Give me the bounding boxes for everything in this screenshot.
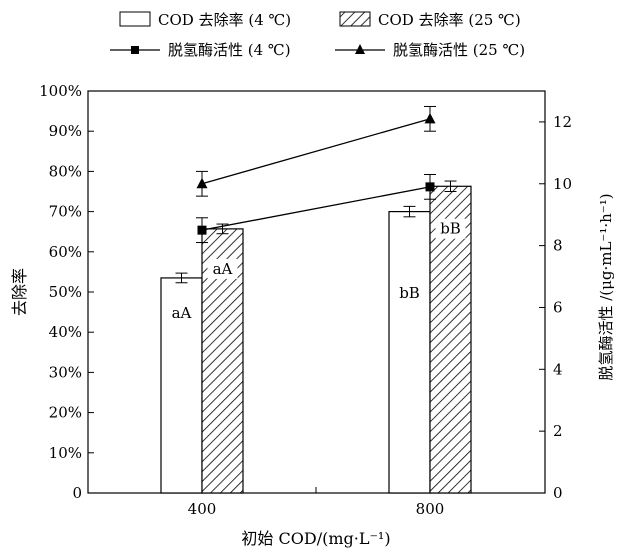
y-tick-label-left: 20% bbox=[49, 404, 82, 422]
lines bbox=[196, 105, 436, 244]
y-tick-label-left: 80% bbox=[49, 162, 82, 180]
bar bbox=[160, 277, 203, 494]
data-point-square bbox=[425, 182, 435, 192]
y-axis-right: 0 2 4 6 8 10 12 bbox=[539, 113, 572, 502]
y-tick-label-left: 50% bbox=[49, 283, 82, 301]
y-tick-label-right: 4 bbox=[553, 360, 563, 378]
legend-swatch-line-4c bbox=[110, 46, 160, 54]
legend-label-line-25c: 脱氢酶活性 (25 ℃) bbox=[393, 41, 525, 59]
y-tick-label-right: 10 bbox=[553, 175, 572, 193]
x-tick-label: 800 bbox=[416, 500, 445, 518]
y-tick-label-left: 70% bbox=[49, 203, 82, 221]
bar-label: bB bbox=[440, 220, 461, 238]
y-tick-label-right: 8 bbox=[553, 237, 563, 255]
legend: COD 去除率 (4 ℃) COD 去除率 (25 ℃) 脱氢酶活性 (4 ℃)… bbox=[110, 11, 525, 59]
bar-label-bg bbox=[435, 218, 466, 239]
y-tick-label-left: 60% bbox=[49, 243, 82, 261]
y-tick-label-left: 100% bbox=[39, 82, 82, 100]
bar-label: aA bbox=[213, 260, 233, 278]
bar bbox=[388, 211, 431, 494]
y-tick-label-left: 90% bbox=[49, 122, 82, 140]
legend-swatch-line-25c bbox=[335, 44, 385, 54]
series-line bbox=[201, 118, 431, 185]
data-point-triangle bbox=[424, 112, 436, 124]
y-tick-label-left: 40% bbox=[49, 323, 82, 341]
legend-label-bar-4c: COD 去除率 (4 ℃) bbox=[158, 11, 291, 29]
series-line bbox=[201, 186, 431, 231]
y-tick-label-left: 30% bbox=[49, 363, 82, 381]
y-axis-title-right: 脱氢酶活性 /(μg·mL⁻¹·h⁻¹) bbox=[597, 193, 615, 380]
y-tick-label-right: 6 bbox=[553, 298, 563, 316]
bar-label: bB bbox=[399, 284, 420, 302]
data-point-square bbox=[197, 225, 207, 235]
bar-label: aA bbox=[172, 304, 192, 322]
y-tick-label-right: 0 bbox=[553, 484, 563, 502]
bars: aA bB aA bB bbox=[160, 180, 472, 494]
x-tick-label: 400 bbox=[188, 500, 217, 518]
y-axis-left: 0 10% 20% 30% 40% 50% 60% 70% 80% 90% 100% bbox=[39, 82, 94, 502]
y-tick-label-right: 2 bbox=[553, 422, 563, 440]
y-axis-title-left: 去除率 bbox=[10, 268, 29, 316]
data-point-triangle bbox=[196, 177, 208, 189]
legend-swatch-bar-25c bbox=[339, 11, 371, 27]
x-axis-title: 初始 COD/(mg·L⁻¹) bbox=[241, 529, 390, 548]
legend-label-bar-25c: COD 去除率 (25 ℃) bbox=[378, 11, 521, 29]
y-tick-label-left: 0 bbox=[72, 484, 82, 502]
legend-label-line-4c: 脱氢酶活性 (4 ℃) bbox=[168, 41, 291, 59]
y-tick-label-left: 10% bbox=[49, 444, 82, 462]
legend-swatch-bar-4c bbox=[119, 11, 151, 27]
bar-label-bg bbox=[207, 258, 238, 279]
y-tick-label-right: 12 bbox=[553, 113, 572, 131]
